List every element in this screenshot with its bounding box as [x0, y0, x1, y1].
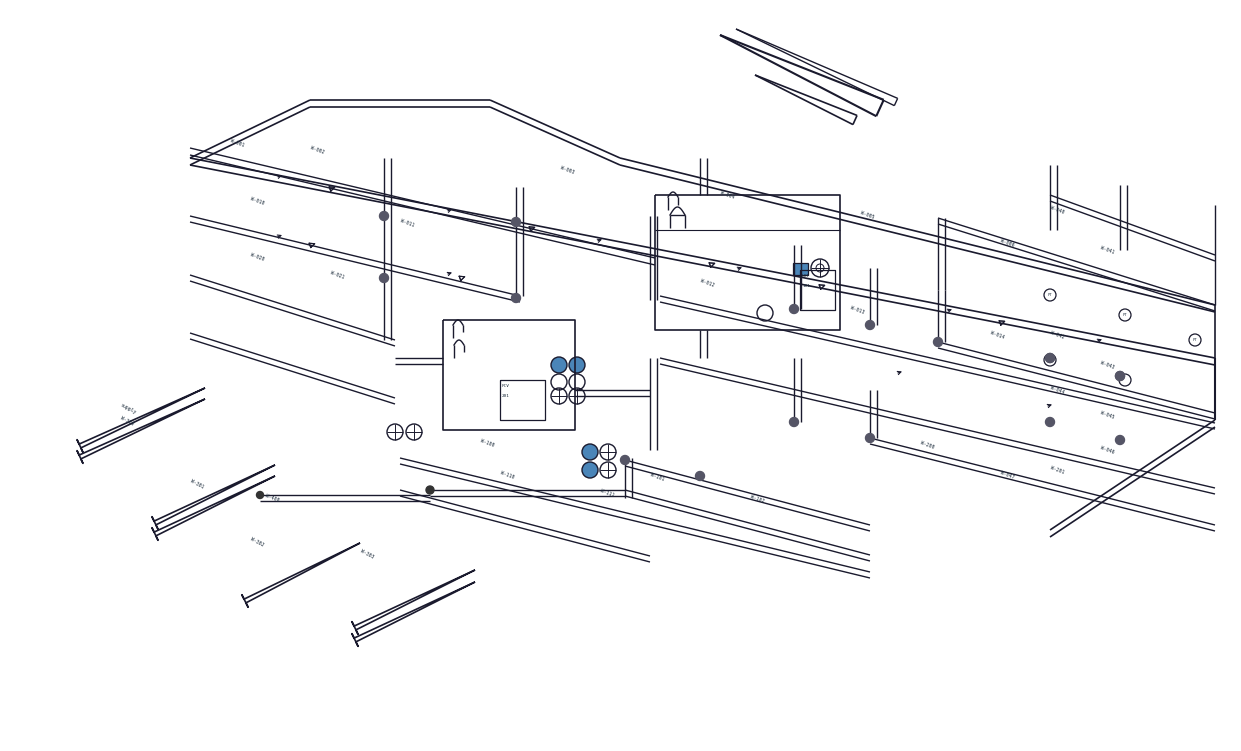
Circle shape — [511, 218, 520, 227]
Circle shape — [933, 337, 942, 346]
Circle shape — [789, 418, 798, 427]
Text: W-111: W-111 — [599, 488, 616, 498]
Circle shape — [1045, 354, 1055, 363]
Text: W-013: W-013 — [850, 306, 865, 315]
Text: W-042: W-042 — [1050, 330, 1065, 340]
Text: W-010: W-010 — [249, 196, 266, 206]
Text: W-003: W-003 — [560, 165, 576, 175]
Circle shape — [380, 273, 388, 282]
Text: FT: FT — [1123, 313, 1127, 317]
Text: LIT: LIT — [802, 274, 810, 278]
Circle shape — [1116, 372, 1124, 381]
Text: W-044: W-044 — [1050, 385, 1065, 395]
Text: FT: FT — [1193, 338, 1198, 342]
Circle shape — [511, 294, 520, 303]
Text: W-301: W-301 — [190, 479, 205, 490]
Circle shape — [1116, 372, 1124, 381]
Text: W-020: W-020 — [249, 252, 266, 262]
Bar — [793, 263, 808, 275]
Circle shape — [570, 357, 585, 373]
Circle shape — [380, 212, 388, 221]
Text: W-014: W-014 — [990, 330, 1005, 340]
Text: W-002: W-002 — [310, 146, 325, 155]
Text: W-011: W-011 — [400, 219, 416, 228]
Circle shape — [426, 486, 434, 494]
Text: W-012: W-012 — [700, 279, 715, 288]
Text: W-100: W-100 — [480, 439, 495, 448]
Circle shape — [865, 321, 875, 330]
Text: FT: FT — [1047, 293, 1052, 297]
Text: W-041: W-041 — [1100, 246, 1116, 255]
Circle shape — [582, 462, 598, 478]
Text: W-005: W-005 — [860, 210, 875, 220]
Circle shape — [1045, 354, 1055, 363]
Text: FCV: FCV — [503, 384, 510, 388]
Text: W-300: W-300 — [120, 416, 135, 427]
Text: W-021: W-021 — [330, 270, 345, 280]
Circle shape — [257, 491, 263, 499]
Circle shape — [551, 357, 567, 373]
Text: W-110: W-110 — [500, 470, 515, 480]
Text: W-004: W-004 — [720, 191, 735, 200]
Circle shape — [865, 433, 875, 442]
Text: W-101: W-101 — [650, 472, 665, 482]
Text: W-302: W-302 — [249, 537, 266, 548]
Text: W-001: W-001 — [230, 138, 246, 148]
Circle shape — [620, 456, 629, 465]
Circle shape — [1045, 418, 1055, 427]
Text: W-102: W-102 — [750, 494, 766, 504]
Text: supply: supply — [120, 403, 138, 415]
Text: 101: 101 — [802, 284, 810, 288]
Text: W-400: W-400 — [266, 493, 280, 503]
Circle shape — [789, 304, 798, 313]
Text: W-040: W-040 — [1050, 205, 1065, 215]
Text: W-006: W-006 — [1000, 238, 1015, 248]
Text: 201: 201 — [503, 394, 510, 398]
Text: W-200: W-200 — [920, 440, 936, 450]
Text: W-045: W-045 — [1100, 410, 1116, 420]
Text: W-047: W-047 — [1000, 470, 1015, 480]
Text: W-046: W-046 — [1100, 445, 1116, 455]
Text: W-201: W-201 — [1050, 466, 1065, 475]
Text: W-043: W-043 — [1100, 360, 1116, 370]
Circle shape — [582, 444, 598, 460]
Circle shape — [695, 472, 705, 481]
Circle shape — [1116, 436, 1124, 445]
Text: W-303: W-303 — [360, 549, 375, 560]
